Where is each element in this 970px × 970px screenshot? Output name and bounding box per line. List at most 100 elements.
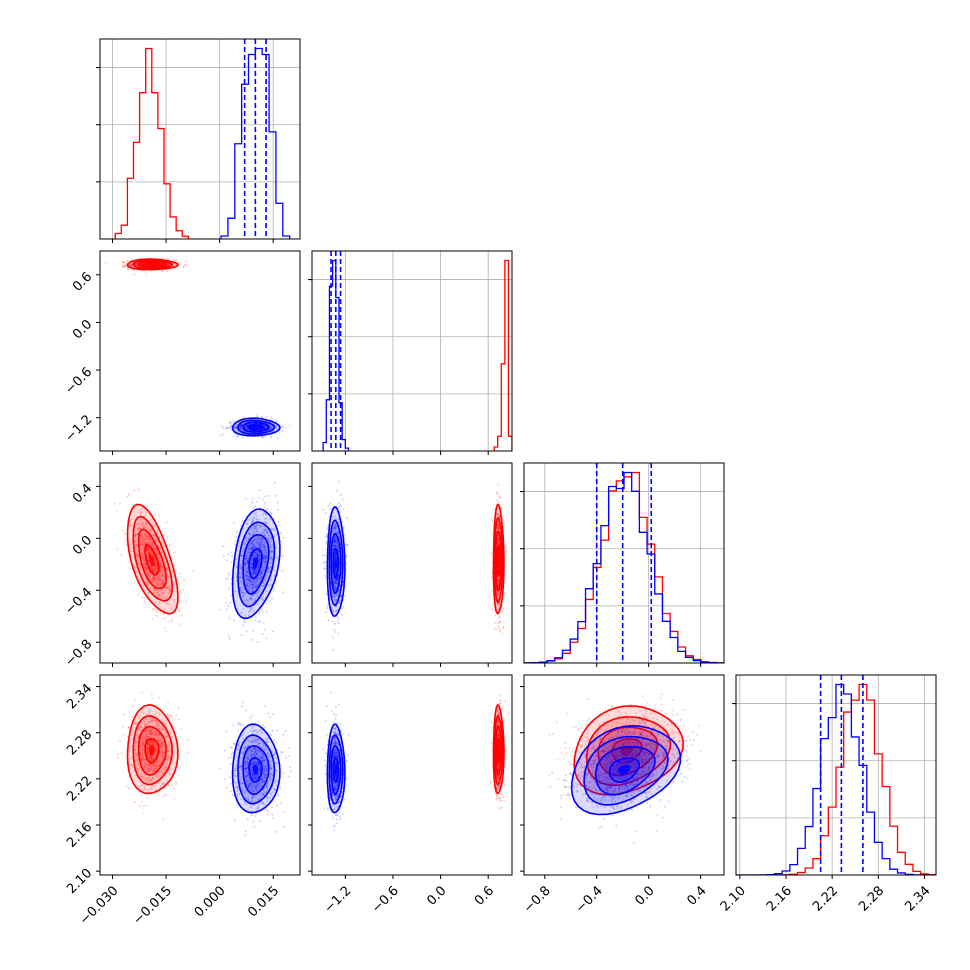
scatter-point bbox=[183, 578, 186, 581]
scatter-point bbox=[250, 546, 253, 549]
scatter-point bbox=[152, 534, 155, 537]
contour-red bbox=[137, 528, 167, 590]
scatter-point bbox=[158, 559, 161, 562]
scatter-point bbox=[266, 538, 269, 541]
scatter-point bbox=[334, 535, 337, 538]
scatter-point bbox=[268, 542, 271, 545]
scatter-point bbox=[270, 548, 273, 551]
scatter-point bbox=[282, 537, 285, 539]
scatter-point bbox=[261, 531, 264, 534]
scatter-point bbox=[150, 538, 153, 541]
scatter-point bbox=[497, 576, 500, 579]
scatter-point bbox=[262, 425, 265, 428]
scatter-point bbox=[155, 578, 158, 581]
scatter-point bbox=[243, 599, 245, 602]
scatter-point bbox=[172, 599, 175, 602]
scatter-point bbox=[242, 591, 245, 594]
scatter-point bbox=[269, 566, 272, 569]
scatter-point bbox=[166, 536, 169, 538]
scatter-point bbox=[136, 554, 139, 557]
scatter-point bbox=[124, 264, 127, 267]
scatter-point bbox=[497, 526, 500, 529]
scatter-point bbox=[253, 517, 256, 520]
scatter-point bbox=[147, 557, 150, 559]
scatter-point bbox=[136, 533, 139, 536]
contour-red bbox=[495, 529, 503, 592]
scatter-point bbox=[248, 589, 250, 592]
scatter-point bbox=[159, 569, 162, 572]
scatter-point bbox=[145, 541, 148, 544]
scatter-point bbox=[266, 415, 268, 418]
scatter-point bbox=[232, 435, 235, 438]
scatter-point bbox=[243, 562, 246, 565]
scatter-point bbox=[234, 427, 237, 430]
scatter-point bbox=[268, 545, 271, 548]
scatter-point bbox=[248, 531, 250, 534]
scatter-point bbox=[129, 263, 132, 266]
scatter-point bbox=[244, 537, 247, 539]
scatter-point bbox=[496, 499, 498, 502]
scatter-point bbox=[161, 574, 163, 577]
scatter-point bbox=[149, 574, 152, 577]
scatter-point bbox=[264, 435, 267, 438]
scatter-point bbox=[248, 576, 251, 579]
scatter-point bbox=[251, 580, 254, 583]
scatter-point bbox=[249, 528, 252, 531]
scatter-point bbox=[115, 509, 118, 512]
scatter-point bbox=[155, 550, 157, 553]
scatter-point bbox=[334, 553, 337, 556]
scatter-point bbox=[334, 585, 337, 588]
scatter-point bbox=[265, 552, 268, 555]
scatter-point bbox=[144, 525, 147, 528]
scatter-point bbox=[240, 425, 243, 428]
scatter-point bbox=[152, 577, 155, 580]
scatter-point bbox=[172, 263, 175, 265]
scatter-point bbox=[165, 566, 168, 569]
scatter-point bbox=[333, 539, 336, 542]
scatter-point bbox=[159, 263, 162, 266]
scatter-point bbox=[143, 559, 146, 562]
scatter-point bbox=[161, 566, 164, 569]
scatter-point bbox=[261, 544, 264, 547]
scatter-point bbox=[248, 575, 251, 578]
scatter-point bbox=[147, 571, 150, 574]
scatter-point bbox=[150, 543, 153, 546]
scatter-point bbox=[245, 425, 248, 428]
scatter-point bbox=[334, 571, 337, 573]
scatter-point bbox=[262, 426, 265, 429]
scatter-point bbox=[276, 501, 279, 504]
scatter-point bbox=[138, 527, 141, 530]
y-tick-label: −0.4 bbox=[62, 585, 95, 618]
scatter-point bbox=[141, 549, 144, 552]
scatter-point bbox=[249, 578, 252, 581]
scatter-point bbox=[254, 526, 257, 528]
scatter-point bbox=[263, 531, 266, 534]
scatter-point bbox=[162, 554, 165, 557]
scatter-point bbox=[252, 530, 255, 533]
scatter-point bbox=[241, 585, 244, 588]
scatter-point bbox=[497, 524, 500, 527]
scatter-point bbox=[250, 598, 253, 601]
scatter-point bbox=[252, 567, 254, 570]
scatter-point bbox=[228, 617, 231, 620]
scatter-point bbox=[248, 519, 251, 521]
scatter-point bbox=[142, 262, 145, 265]
scatter-point bbox=[156, 591, 159, 594]
scatter-point bbox=[497, 578, 500, 581]
scatter-point bbox=[147, 538, 150, 541]
scatter-point bbox=[157, 531, 159, 534]
scatter-point bbox=[169, 603, 172, 606]
scatter-point bbox=[152, 576, 155, 579]
scatter-point bbox=[246, 426, 248, 429]
scatter-point bbox=[145, 533, 148, 536]
scatter-point bbox=[261, 428, 264, 431]
scatter-point bbox=[143, 535, 146, 538]
scatter-point bbox=[264, 427, 267, 430]
scatter-point bbox=[499, 628, 501, 631]
scatter-point bbox=[245, 578, 248, 580]
scatter-point bbox=[498, 515, 501, 518]
scatter-point bbox=[251, 586, 254, 589]
scatter-point bbox=[145, 569, 148, 572]
scatter-point bbox=[265, 528, 268, 531]
scatter-point bbox=[238, 572, 241, 575]
